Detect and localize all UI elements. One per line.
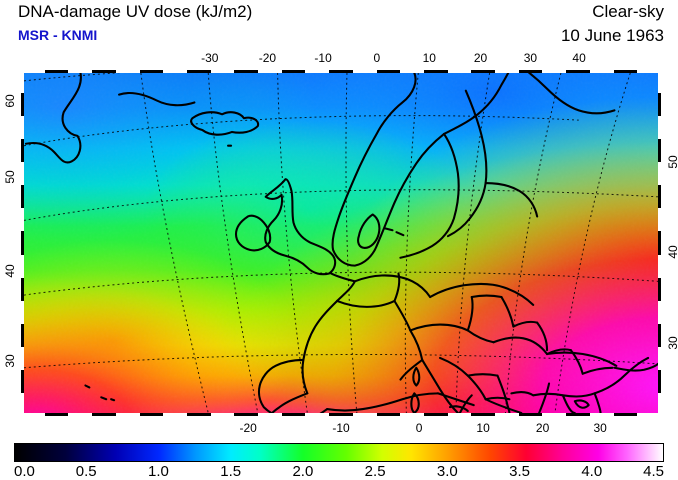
- colorbar-tick-label: 4.5: [643, 463, 664, 480]
- bottom-axis-tick-label: -20: [239, 421, 257, 435]
- colorbar-gradient: [14, 443, 664, 462]
- colorbar-tick-label: 4.0: [581, 463, 603, 480]
- right-axis-tick-label: 30: [666, 336, 678, 351]
- right-axis-tick-label: 50: [666, 155, 678, 169]
- top-axis-tick-label: 40: [572, 51, 586, 65]
- left-axis-tick-label: 30: [3, 353, 17, 368]
- coastlines-and-borders: [24, 73, 658, 413]
- top-axis-tick-label: 30: [523, 51, 538, 65]
- colorbar: [14, 443, 664, 462]
- top-axis-tick-label: 20: [473, 51, 488, 65]
- right-axis-tick-label: 40: [666, 244, 678, 259]
- top-axis-tick-label: -20: [258, 51, 277, 65]
- colorbar-tick-label: 1.5: [220, 463, 242, 480]
- uv-field-raster: [24, 73, 658, 413]
- colorbar-tick-label: 0.5: [75, 463, 97, 480]
- map-frame: [21, 70, 661, 416]
- colorbar-tick-label: 3.5: [509, 463, 530, 480]
- bottom-axis-tick-label: 0: [415, 421, 423, 435]
- graticule-lines: [24, 73, 658, 413]
- left-axis-tick-label: 50: [3, 170, 17, 184]
- colorbar-tick-label: 2.5: [364, 463, 386, 480]
- colorbar-tick-label: 3.0: [436, 463, 458, 480]
- bottom-axis-tick-label: 30: [593, 421, 607, 435]
- top-axis-tick-label: -10: [314, 51, 332, 65]
- date-label: 10 June 1963: [560, 26, 664, 45]
- bottom-axis-tick-label: 20: [535, 421, 550, 435]
- uv-dose-map: [21, 70, 661, 416]
- bottom-axis-tick-label: -10: [332, 421, 350, 435]
- top-axis-tick-label: 10: [422, 51, 436, 65]
- sky-condition-label: Clear-sky: [592, 2, 664, 21]
- top-axis-tick-label: 0: [373, 51, 381, 65]
- organization-label: MSR - KNMI: [18, 27, 98, 43]
- left-axis-tick-label: 40: [3, 263, 17, 278]
- colorbar-tick-label: 0.0: [14, 463, 35, 480]
- top-axis-tick-label: -30: [201, 51, 219, 65]
- colorbar-tick-label: 1.0: [148, 463, 169, 480]
- map-raster: [24, 73, 658, 413]
- left-axis-tick-label: 60: [3, 94, 17, 108]
- bottom-axis-tick-label: 10: [476, 421, 490, 435]
- colorbar-tick-label: 2.0: [292, 463, 314, 480]
- page-title: DNA-damage UV dose (kJ/m2): [18, 2, 253, 21]
